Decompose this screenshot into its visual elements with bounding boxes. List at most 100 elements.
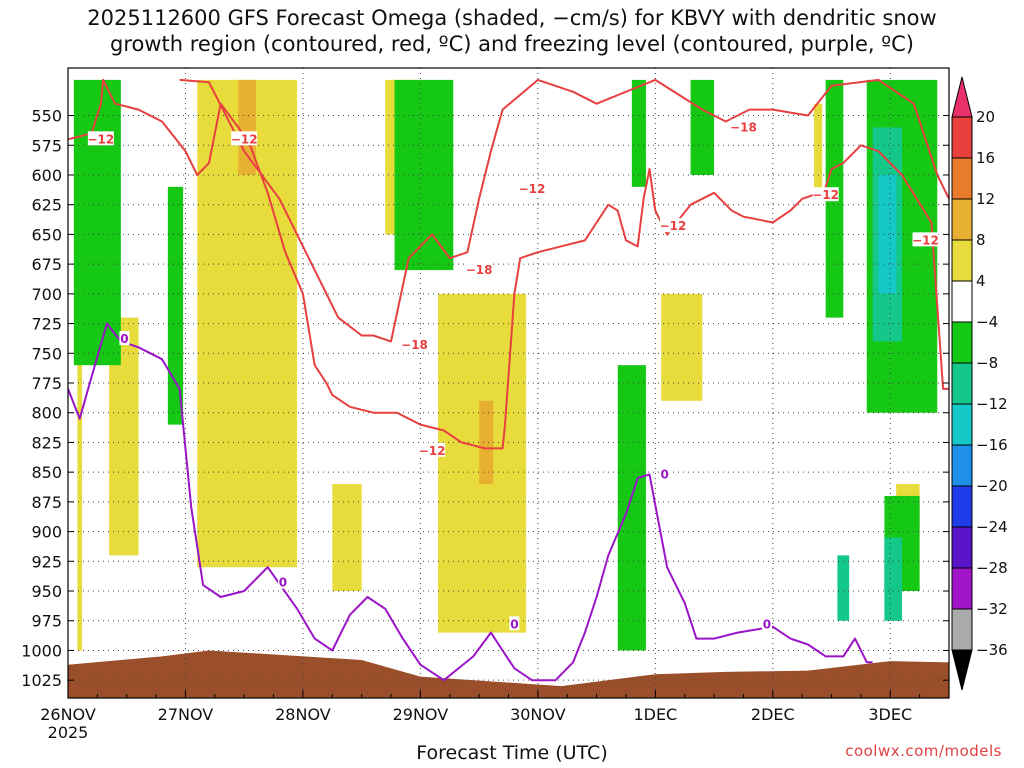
contour-label-bg [659, 218, 686, 233]
contour-label-bg [277, 574, 288, 589]
contour-label-bg [518, 181, 545, 196]
contour-label: −12 [519, 182, 546, 196]
contour-label-bg [730, 119, 757, 134]
omega-green-1 [73, 79, 121, 366]
y-tick-label: 875 [31, 493, 62, 512]
omega-cyan-1 [878, 174, 897, 294]
omega-yellow-8 [661, 293, 703, 401]
y-tick-label: 625 [31, 196, 62, 215]
x-tick-label: 1DEC [633, 705, 677, 724]
omega-teal-3 [884, 537, 903, 621]
x-axis: 26NOV 27NOV 28NOV 29NOV 30NOV 1DEC 2DEC 3DEC 202… [40, 690, 950, 742]
contour-label-bg [659, 466, 670, 481]
y-tick-label: 925 [31, 552, 62, 571]
y-tick-label: 675 [31, 255, 62, 274]
x-tick-label: 3DEC [868, 705, 912, 724]
x-tick-label: 28NOV [275, 705, 331, 724]
series-line-2 [179, 78, 950, 343]
colorbar-bin [951, 526, 973, 569]
contour-layer [67, 78, 950, 682]
y-tick-label: 550 [31, 107, 62, 126]
contour-label: −18 [730, 120, 757, 134]
contour-label-bg [231, 131, 258, 146]
chart-title-line-1: 2025112600 GFS Forecast Omega (shaded, −… [87, 6, 937, 30]
y-tick-label: 850 [31, 463, 62, 482]
contour-label-bg [812, 187, 839, 202]
y-tick-label: 725 [31, 315, 62, 334]
x-tick-label: 30NOV [510, 705, 566, 724]
contour-label-bg [119, 331, 130, 346]
colorbar-tick-label: 8 [976, 231, 986, 249]
colorbar-bin [951, 239, 973, 282]
colorbar-bin [951, 403, 973, 446]
colorbar-bin [951, 444, 973, 487]
contour-label: −12 [88, 132, 115, 146]
colorbar-bin [951, 198, 973, 241]
contour-label: 0 [661, 468, 669, 482]
contour-label: 0 [279, 576, 287, 590]
contour-label-bg [466, 262, 493, 277]
contour-label: −12 [419, 444, 446, 458]
surface-terrain [68, 650, 949, 698]
omega-teal-2 [837, 555, 850, 621]
credit-text: coolwx.com/models [845, 742, 1002, 760]
contour-label-bg [401, 336, 428, 351]
x-tick-label: 29NOV [393, 705, 449, 724]
colorbar: 20 16 12 8 4 −4 −8 −12 −16 −20 −24 −28 −32 −36 [951, 76, 1008, 691]
colorbar-bin [951, 280, 973, 323]
series-line-1 [504, 144, 949, 425]
omega-green-2 [167, 186, 184, 425]
y-tick-label: 1000 [21, 641, 62, 660]
omega-yellow-1 [77, 341, 83, 651]
colorbar-bin [951, 608, 973, 651]
contour-label: −18 [401, 338, 428, 352]
y-tick-label: 700 [31, 285, 62, 304]
colorbar-cap-top [951, 76, 973, 118]
y-tick-label: 650 [31, 225, 62, 244]
contour-label: 0 [763, 617, 771, 631]
colorbar-tick-label: −8 [976, 354, 998, 372]
contour-label-bg [761, 616, 772, 631]
y-tick-label: 750 [31, 344, 62, 363]
y-tick-label: 900 [31, 523, 62, 542]
omega-orange-2 [479, 400, 494, 485]
colorbar-bin [951, 485, 973, 528]
x-tick-label: 27NOV [158, 705, 214, 724]
colorbar-tick-label: 12 [976, 190, 995, 208]
y-tick-label: 800 [31, 404, 62, 423]
colorbar-bin [951, 321, 973, 364]
colorbar-bin [951, 362, 973, 405]
contour-label: −12 [231, 132, 258, 146]
colorbar-tick-label: 20 [976, 108, 995, 126]
contour-label-bg [912, 232, 939, 247]
y-tick-label: 575 [31, 136, 62, 155]
contour-label: −18 [466, 263, 493, 277]
colorbar-tick-label: −24 [976, 518, 1008, 536]
colorbar-tick-label: −12 [976, 395, 1008, 413]
grid-layer [68, 68, 949, 698]
y-tick-label: 975 [31, 612, 62, 631]
omega-green-6 [690, 79, 715, 175]
omega-yellow-5 [332, 484, 362, 592]
contour-label: −12 [912, 233, 939, 247]
colorbar-tick-label: −32 [976, 600, 1008, 618]
series-line-3 [67, 322, 873, 682]
contour-label: −12 [812, 188, 839, 202]
x-year-label: 2025 [48, 723, 89, 742]
contour-label: 0 [120, 332, 128, 346]
contour-label-bg [87, 131, 114, 146]
colorbar-tick-label: 4 [976, 272, 986, 290]
contour-label-bg [419, 442, 446, 457]
colorbar-bin [951, 157, 973, 200]
omega-yellow-9 [813, 103, 823, 193]
omega-green-4 [617, 365, 646, 651]
x-axis-title: Forecast Time (UTC) [416, 742, 608, 764]
y-tick-label: 600 [31, 166, 62, 185]
omega-orange-1 [238, 79, 256, 175]
colorbar-tick-label: −16 [976, 436, 1008, 454]
x-tick-label: 26NOV [40, 705, 96, 724]
y-tick-label: 950 [31, 582, 62, 601]
omega-shading-layer [73, 79, 938, 651]
omega-yellow-4 [203, 436, 215, 538]
